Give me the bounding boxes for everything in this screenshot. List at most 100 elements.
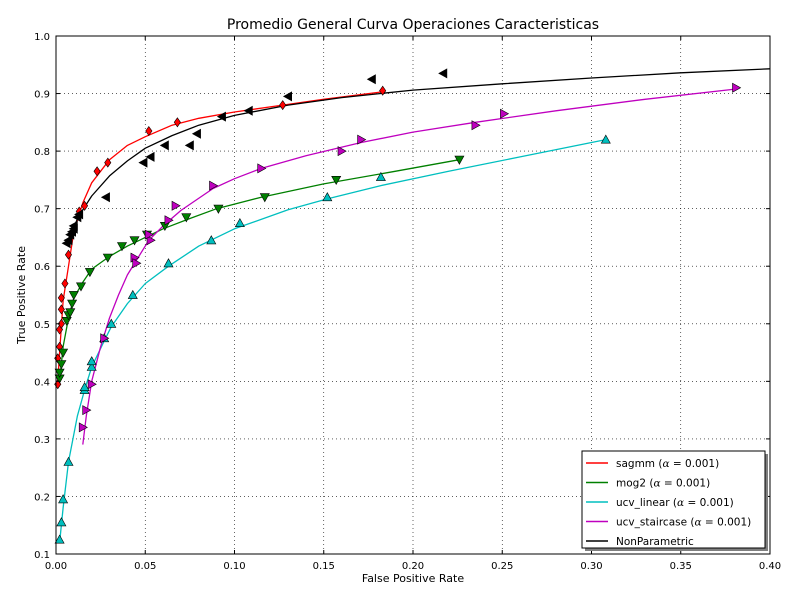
- series-point-3: [209, 180, 219, 191]
- y-axis-label: True Positive Rate: [15, 246, 28, 345]
- series-point-0: [61, 278, 69, 289]
- series-point-4: [243, 105, 253, 116]
- y-tick-label: 0.8: [34, 147, 50, 158]
- series-point-1: [116, 242, 128, 252]
- chart-title: Promedio General Curva Operaciones Carac…: [227, 17, 599, 33]
- legend-label-prefix: ucv_linear (: [616, 497, 677, 509]
- x-tick-label: 0.10: [223, 561, 245, 572]
- x-tick-label: 0.35: [670, 561, 692, 572]
- y-tick-label: 1.0: [34, 32, 50, 43]
- y-tick-label: 0.9: [34, 90, 50, 101]
- y-tick-label: 0.4: [34, 377, 50, 388]
- series-point-1: [259, 193, 270, 203]
- x-tick-label: 0.05: [134, 561, 156, 572]
- legend-label-prefix: sagmm (: [616, 458, 662, 470]
- x-tick-label: 0.15: [313, 561, 335, 572]
- legend-label-prefix: mog2 (: [616, 478, 653, 490]
- series-point-1: [454, 155, 465, 165]
- series-point-3: [357, 134, 367, 145]
- series-point-3: [257, 163, 267, 174]
- y-tick-label: 0.5: [34, 320, 50, 331]
- series-point-3: [100, 333, 110, 344]
- series-point-4: [438, 68, 448, 79]
- x-tick-label: 0.40: [759, 561, 781, 572]
- series-point-0: [64, 249, 72, 260]
- series-point-4: [159, 140, 169, 151]
- series-point-1: [181, 213, 192, 223]
- series-point-0: [93, 166, 101, 177]
- legend-label-suffix: = 0.001): [670, 458, 720, 470]
- marker-layer: [54, 68, 742, 544]
- legend-label-prefix: NonParametric: [616, 536, 694, 548]
- series-point-3: [171, 200, 181, 211]
- series-point-2: [600, 134, 611, 144]
- legend-label-symbol: α: [662, 458, 669, 470]
- series-point-1: [129, 236, 140, 246]
- series-point-2: [79, 381, 90, 392]
- series-point-1: [331, 176, 342, 186]
- y-tick-label: 0.6: [34, 262, 50, 273]
- series-point-4: [216, 111, 226, 122]
- x-axis-label: False Positive Rate: [362, 572, 464, 585]
- x-tick-label: 0.20: [402, 561, 424, 572]
- series-point-0: [279, 100, 287, 111]
- series-point-1: [84, 268, 95, 278]
- series-point-3: [146, 235, 156, 246]
- series-point-2: [56, 517, 67, 527]
- series-point-2: [206, 235, 217, 245]
- series-point-4: [145, 151, 155, 162]
- series-point-3: [132, 258, 142, 269]
- series-point-2: [58, 494, 69, 504]
- series-point-2: [63, 456, 74, 466]
- series-point-3: [82, 405, 92, 416]
- series-point-1: [54, 368, 65, 378]
- series-point-1: [75, 282, 87, 292]
- legend-label-1: mog2 (α = 0.001): [616, 478, 710, 490]
- series-point-2: [234, 217, 245, 227]
- series-point-0: [173, 117, 181, 128]
- series-point-2: [375, 171, 386, 181]
- series-point-2: [54, 534, 65, 544]
- series-point-3: [337, 146, 347, 157]
- series-point-3: [144, 229, 154, 240]
- series-point-2: [86, 356, 97, 366]
- series-point-4: [184, 140, 194, 151]
- series-point-4: [191, 128, 201, 139]
- y-tick-label: 0.2: [34, 492, 50, 503]
- legend: sagmm (α = 0.001)mog2 (α = 0.001)ucv_lin…: [581, 450, 768, 551]
- series-point-4: [138, 157, 148, 168]
- series-point-2: [106, 318, 117, 328]
- legend-label-symbol: α: [695, 517, 702, 529]
- series-point-1: [56, 360, 67, 370]
- series-point-3: [87, 379, 97, 390]
- series-point-1: [58, 348, 69, 358]
- series-point-4: [100, 192, 110, 203]
- legend-label-prefix: ucv_staircase (: [616, 517, 695, 529]
- legend-label-symbol: α: [677, 497, 684, 509]
- series-point-0: [57, 318, 65, 329]
- series-point-4: [282, 91, 293, 102]
- series-point-0: [104, 157, 112, 168]
- y-tick-label: 0.7: [34, 205, 50, 216]
- series-point-0: [57, 304, 65, 315]
- y-tick-label: 0.1: [34, 550, 50, 561]
- series-point-1: [213, 204, 224, 214]
- legend-label-0: sagmm (α = 0.001): [616, 458, 719, 470]
- series-point-0: [145, 125, 153, 137]
- legend-label-4: NonParametric: [616, 536, 694, 548]
- axes: 0.00 0.05 0.10 0.15 0.20 0.25 0.30 0.35 0.40 0.1 0…: [34, 32, 781, 572]
- series-point-0: [57, 292, 65, 303]
- series-point-2: [163, 258, 174, 268]
- x-tick-label: 0.00: [45, 561, 67, 572]
- legend-label-2: ucv_linear (α = 0.001): [616, 497, 734, 509]
- series-point-3: [78, 422, 88, 433]
- legend-label-suffix: = 0.001): [684, 497, 734, 509]
- series-point-2: [86, 361, 97, 371]
- series-point-4: [68, 220, 78, 231]
- series-point-4: [366, 74, 376, 85]
- series-point-0: [379, 85, 387, 96]
- legend-label-symbol: α: [653, 478, 660, 490]
- x-tick-label: 0.30: [580, 561, 602, 572]
- series-point-1: [68, 291, 79, 301]
